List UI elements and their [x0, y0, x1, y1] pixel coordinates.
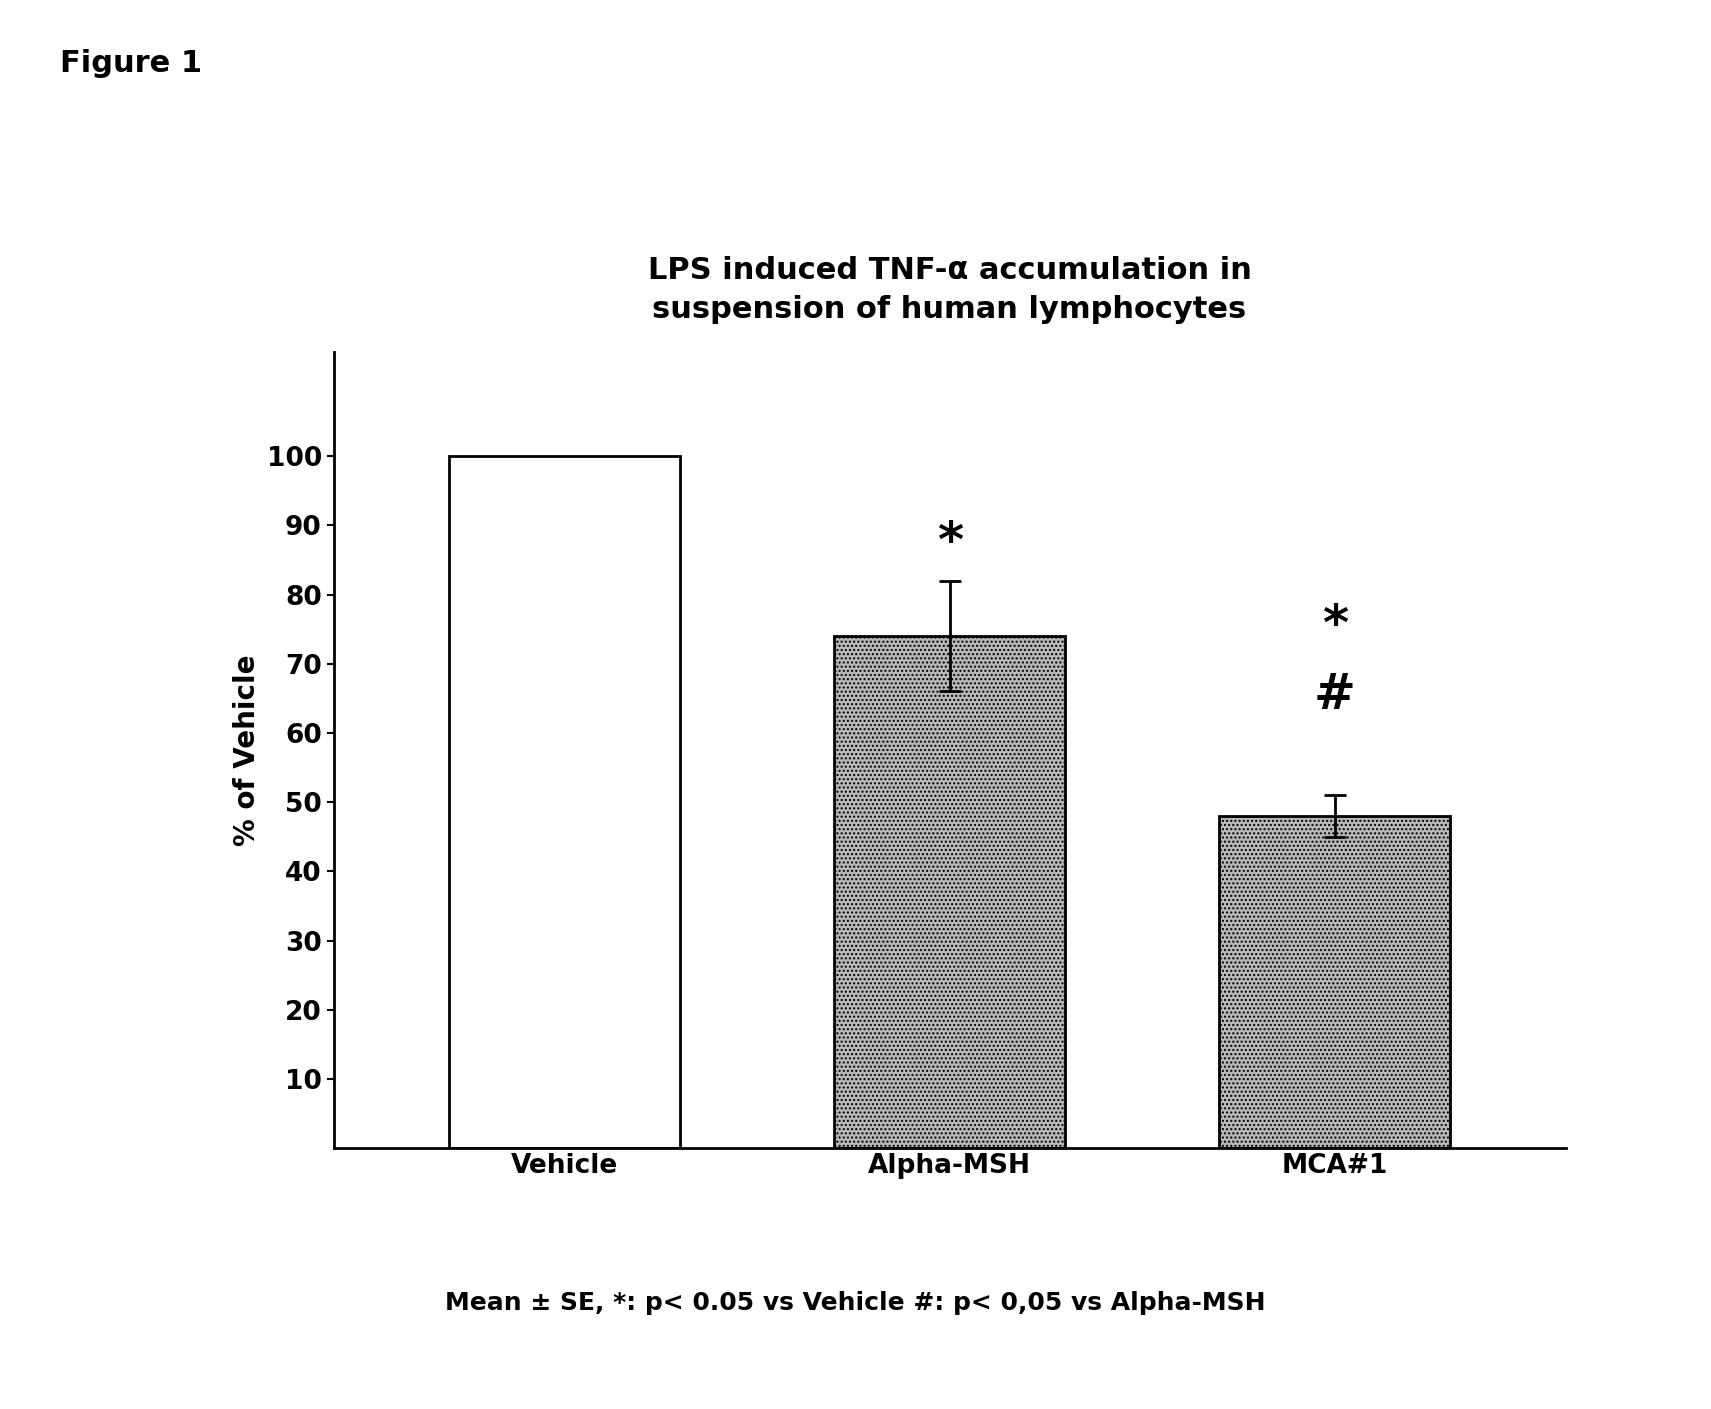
Text: Mean ± SE, *: p< 0.05 vs Vehicle #: p< 0,05 vs Alpha-MSH: Mean ± SE, *: p< 0.05 vs Vehicle #: p< 0… [445, 1291, 1266, 1316]
Text: Figure 1: Figure 1 [60, 49, 202, 79]
Bar [450, 457, 681, 1148]
Bar [835, 635, 1066, 1148]
Title: LPS induced TNF-α accumulation in
suspension of human lymphocytes: LPS induced TNF-α accumulation in suspen… [648, 256, 1251, 324]
Text: #: # [1314, 671, 1355, 719]
Bar [1218, 816, 1449, 1148]
Text: *: * [936, 519, 963, 566]
Text: *: * [1321, 602, 1348, 650]
Y-axis label: % of Vehicle: % of Vehicle [233, 655, 262, 845]
